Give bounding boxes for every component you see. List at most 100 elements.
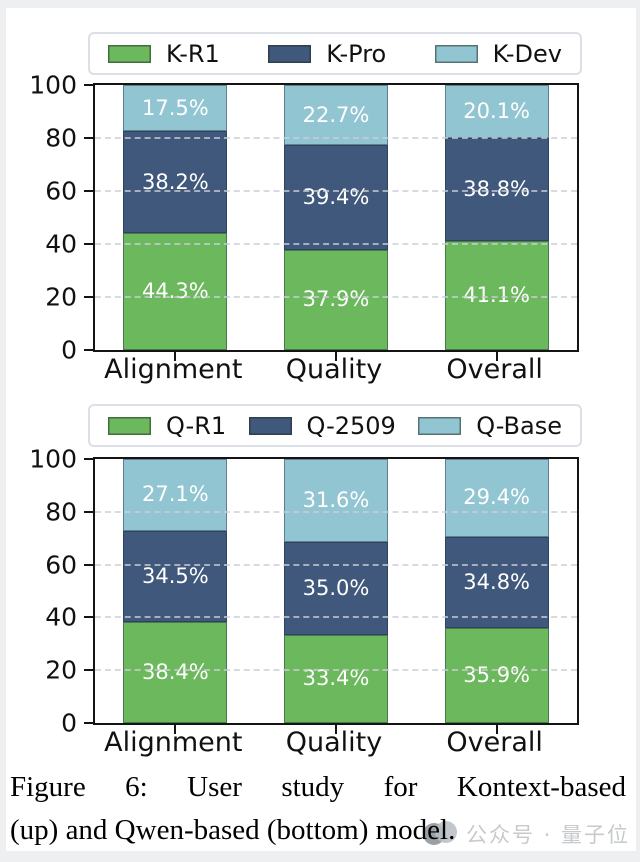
- stacked-bar-overall: 41.1% 38.8% 20.1%: [444, 85, 549, 350]
- y-tick-label: 100: [29, 444, 77, 474]
- gridline-40: [95, 243, 577, 245]
- y-tick-label: 20: [45, 655, 77, 685]
- legend-qwen: Q-R1 Q-2509 Q-Base: [88, 404, 582, 447]
- legend-item-q-2509: Q-2509: [248, 411, 396, 440]
- gridline-40: [95, 616, 577, 619]
- bar-value-label: 44.3%: [141, 278, 209, 303]
- plot-area-kontext: 0 20 40 60 80 100 44.3% 38.2% 17.5% 37.9% 39.4% 22.…: [29, 73, 579, 363]
- y-tick-mark: [84, 616, 93, 619]
- bar-value-label: 17.5%: [141, 95, 209, 120]
- y-tick-mark: [84, 137, 93, 139]
- gridline-20: [95, 296, 577, 298]
- y-tick-mark: [84, 296, 93, 298]
- legend-swatch-icon: [248, 416, 292, 435]
- x-tick-mark: [495, 725, 498, 734]
- bar-value-label: 37.9%: [302, 287, 370, 312]
- y-tick-label: 80: [45, 497, 77, 527]
- legend-swatch-icon: [418, 416, 462, 435]
- legend-item-k-pro: K-Pro: [268, 42, 386, 66]
- bar-value-label: 41.1%: [463, 283, 531, 308]
- legend-label: Q-Base: [476, 411, 562, 440]
- bar-value-label: 20.1%: [463, 99, 531, 124]
- gridline-80: [95, 510, 577, 513]
- x-tick-mark: [495, 352, 498, 361]
- bar-value-label: 38.8%: [463, 177, 531, 202]
- y-tick-label: 40: [45, 602, 77, 632]
- legend-item-q-r1: Q-R1: [108, 414, 226, 438]
- legend-item-q-base: Q-Base: [418, 414, 562, 438]
- y-tick-mark: [84, 190, 93, 192]
- bar-segment-k-dev-quality: 22.7%: [284, 85, 388, 146]
- x-tick-mark: [174, 725, 177, 734]
- y-tick-label: 100: [29, 70, 77, 100]
- x-axis-label-overall: Overall: [446, 354, 543, 385]
- x-axis-label-overall: Overall: [446, 727, 543, 758]
- bar-value-label: 38.4%: [141, 659, 209, 684]
- legend-item-k-r1: K-R1: [108, 42, 220, 66]
- bar-value-label: 34.5%: [141, 563, 209, 588]
- bar-segment-k-dev-overall: 20.1%: [444, 85, 549, 139]
- bar-segment-q-r1-alignment: 38.4%: [123, 621, 228, 723]
- y-tick-label: 40: [45, 229, 77, 259]
- bar-segment-k-r1-quality: 37.9%: [284, 249, 388, 350]
- x-axis-labels-kontext: Alignment Quality Overall: [93, 354, 575, 388]
- y-tick-mark: [84, 84, 93, 86]
- plot-area-qwen: 0 20 40 60 80 100 38.4% 34.5% 27.1% 33.4% 35.0% 31.…: [29, 447, 579, 736]
- bar-segment-q-r1-quality: 33.4%: [284, 634, 388, 723]
- bar-value-label: 27.1%: [141, 482, 209, 507]
- y-tick-mark: [84, 510, 93, 513]
- x-axis-label-quality: Quality: [285, 354, 383, 385]
- legend-kontext: K-R1 K-Pro K-Dev: [88, 32, 582, 75]
- bar-segment-k-r1-overall: 41.1%: [444, 241, 549, 350]
- y-tick-label: 80: [45, 123, 77, 153]
- bar-value-label: 38.2%: [141, 169, 209, 194]
- bar-value-label: 22.7%: [302, 102, 370, 127]
- bar-segment-q-r1-overall: 35.9%: [444, 628, 549, 723]
- y-tick-label: 0: [61, 335, 77, 365]
- y-tick-label: 20: [45, 282, 77, 312]
- bar-segment-q-base-overall: 29.4%: [444, 458, 549, 537]
- watermark: 公众号 · 量子位: [422, 819, 630, 849]
- bar-segment-q-2509-overall: 34.8%: [444, 536, 549, 629]
- bar-value-label: 33.4%: [302, 666, 370, 691]
- x-tick-mark: [174, 352, 177, 361]
- bar-segment-k-pro-alignment: 38.2%: [123, 131, 228, 233]
- bar-value-label: 34.8%: [463, 569, 531, 594]
- stacked-bar-overall: 35.9% 34.8% 29.4%: [444, 458, 549, 723]
- bar-segment-k-r1-alignment: 44.3%: [123, 232, 228, 350]
- watermark-text: 公众号 · 量子位: [465, 823, 630, 847]
- stacked-bar-quality: 37.9% 39.4% 22.7%: [284, 85, 388, 350]
- y-tick-label: 60: [45, 550, 77, 580]
- bar-value-label: 29.4%: [463, 485, 531, 510]
- bar-value-label: 31.6%: [302, 488, 370, 513]
- y-tick-mark: [84, 458, 93, 460]
- gridline-80: [95, 137, 577, 139]
- y-tick-mark: [84, 243, 93, 245]
- legend-label: Q-2509: [306, 411, 396, 440]
- bar-segment-k-dev-alignment: 17.5%: [123, 85, 228, 132]
- legend-label: Q-R1: [166, 411, 227, 440]
- legend-swatch-icon: [434, 44, 478, 63]
- bar-segment-k-pro-quality: 39.4%: [284, 145, 388, 250]
- stacked-bar-quality: 33.4% 35.0% 31.6%: [284, 459, 388, 723]
- y-tick-mark: [84, 563, 93, 566]
- gridline-60: [95, 190, 577, 192]
- legend-label: K-R1: [166, 39, 220, 68]
- caption-line-1: Figure 6: User study for Kontext-based: [10, 771, 626, 803]
- legend-swatch-icon: [108, 44, 151, 63]
- bar-segment-q-base-quality: 31.6%: [284, 459, 388, 543]
- bar-segment-k-pro-overall: 38.8%: [444, 138, 549, 242]
- legend-swatch-icon: [108, 416, 151, 435]
- stacked-bar-alignment: 44.3% 38.2% 17.5%: [123, 85, 228, 350]
- y-tick-label: 60: [45, 176, 77, 206]
- legend-label: K-Dev: [492, 39, 562, 68]
- x-axis-label-alignment: Alignment: [104, 727, 243, 758]
- y-tick-mark: [84, 349, 93, 351]
- bar-segment-q-2509-alignment: 34.5%: [123, 530, 228, 622]
- stacked-bar-alignment: 38.4% 34.5% 27.1%: [123, 459, 228, 723]
- y-tick-label: 0: [61, 708, 77, 738]
- bar-segment-q-2509-quality: 35.0%: [284, 542, 388, 635]
- x-axis-labels-qwen: Alignment Quality Overall: [93, 727, 575, 761]
- legend-item-k-dev: K-Dev: [434, 39, 562, 68]
